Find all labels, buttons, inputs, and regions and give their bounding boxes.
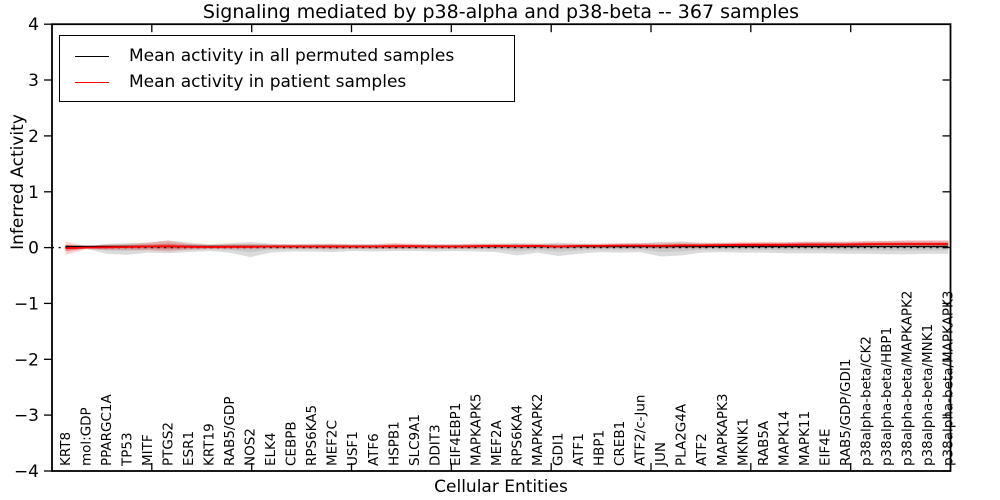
patient-line-swatch [75, 81, 109, 83]
x-category-label: p38alpha-beta/MAPKAPK3 [941, 290, 957, 466]
x-category-label: JUN [653, 442, 669, 467]
x-category-label: SLC9A1 [407, 414, 423, 466]
x-category-label: HBP1 [592, 430, 608, 466]
x-category-label: ATF1 [571, 433, 587, 466]
x-category-label: CREB1 [612, 421, 628, 466]
x-category-label: MEF2A [489, 419, 505, 466]
x-category-label: NOS2 [243, 428, 259, 466]
x-category-label: ATF6 [366, 433, 382, 466]
legend-box: Mean activity in all permuted samples Me… [59, 35, 515, 102]
y-tick-label: −3 [14, 406, 39, 426]
y-tick-label: 2 [28, 127, 39, 147]
x-category-label: RAB5/GDP/GDI1 [838, 359, 854, 466]
x-category-label: EIF4EBP1 [448, 403, 464, 466]
x-category-label: PLA2G4A [674, 403, 690, 466]
permuted-line-swatch [75, 55, 109, 57]
y-tick-label: −4 [14, 462, 39, 482]
patient-band [65, 240, 949, 255]
x-category-label: MAPKAPK3 [715, 394, 731, 466]
y-tick-label: −2 [14, 350, 39, 370]
x-category-label: PTGS2 [160, 422, 176, 466]
x-category-label: MITF [140, 434, 156, 466]
y-tick-label: 4 [28, 15, 39, 35]
x-category-label: p38alpha-beta/MNK1 [920, 324, 936, 466]
y-tick-label: 3 [28, 71, 39, 91]
x-category-label: KRT19 [202, 423, 218, 466]
x-category-label: RAB5A [756, 420, 772, 466]
patient-mean-line [65, 243, 949, 250]
y-tick-label: −1 [14, 294, 39, 314]
x-category-label: ATF2 [694, 433, 710, 466]
x-category-label: MKNK1 [735, 418, 751, 466]
x-category-label: CEBPB [284, 421, 300, 466]
x-category-label: RPS6KA4 [509, 405, 525, 466]
x-category-label: RPS6KA5 [304, 405, 320, 466]
x-category-label: ATF2/c-Jun [633, 395, 649, 466]
x-category-label: p38alpha-beta/CK2 [858, 336, 874, 466]
legend-item-permuted: Mean activity in all permuted samples [60, 43, 514, 69]
x-category-label: MAPKAPK5 [468, 394, 484, 466]
x-category-label: USF1 [345, 431, 361, 466]
x-category-label: ELK4 [263, 433, 279, 467]
x-category-label: mol:GDP [78, 407, 94, 466]
x-category-label: MAPK11 [797, 411, 813, 466]
y-tick-label: 0 [28, 239, 39, 259]
y-axis-label: Inferred Activity [8, 114, 28, 250]
x-category-label: MAPKAPK2 [530, 394, 546, 466]
x-category-label: p38alpha-beta/MAPKAPK2 [900, 291, 916, 467]
x-category-label: MAPK14 [776, 411, 792, 466]
legend-label: Mean activity in all permuted samples [129, 46, 455, 66]
y-tick-label: 1 [28, 183, 39, 203]
x-axis-label: Cellular Entities [434, 477, 568, 497]
legend-item-patient: Mean activity in patient samples [60, 69, 514, 95]
x-category-label: TP53 [119, 432, 135, 467]
x-category-label: EIF4E [817, 429, 833, 466]
x-category-label: HSPB1 [386, 421, 402, 466]
legend-label: Mean activity in patient samples [129, 72, 407, 92]
chart-title: Signaling mediated by p38-alpha and p38-… [202, 1, 800, 23]
x-category-label: p38alpha-beta/HBP1 [879, 327, 895, 466]
x-category-label: DDIT3 [427, 424, 443, 466]
x-category-label: MEF2C [325, 420, 341, 466]
x-category-label: GDI1 [551, 433, 567, 466]
x-category-label: PPARGC1A [99, 393, 115, 466]
x-category-label: KRT8 [58, 432, 74, 466]
x-category-label: RAB5/GDP [222, 397, 238, 466]
x-category-label: ESR1 [181, 431, 197, 466]
